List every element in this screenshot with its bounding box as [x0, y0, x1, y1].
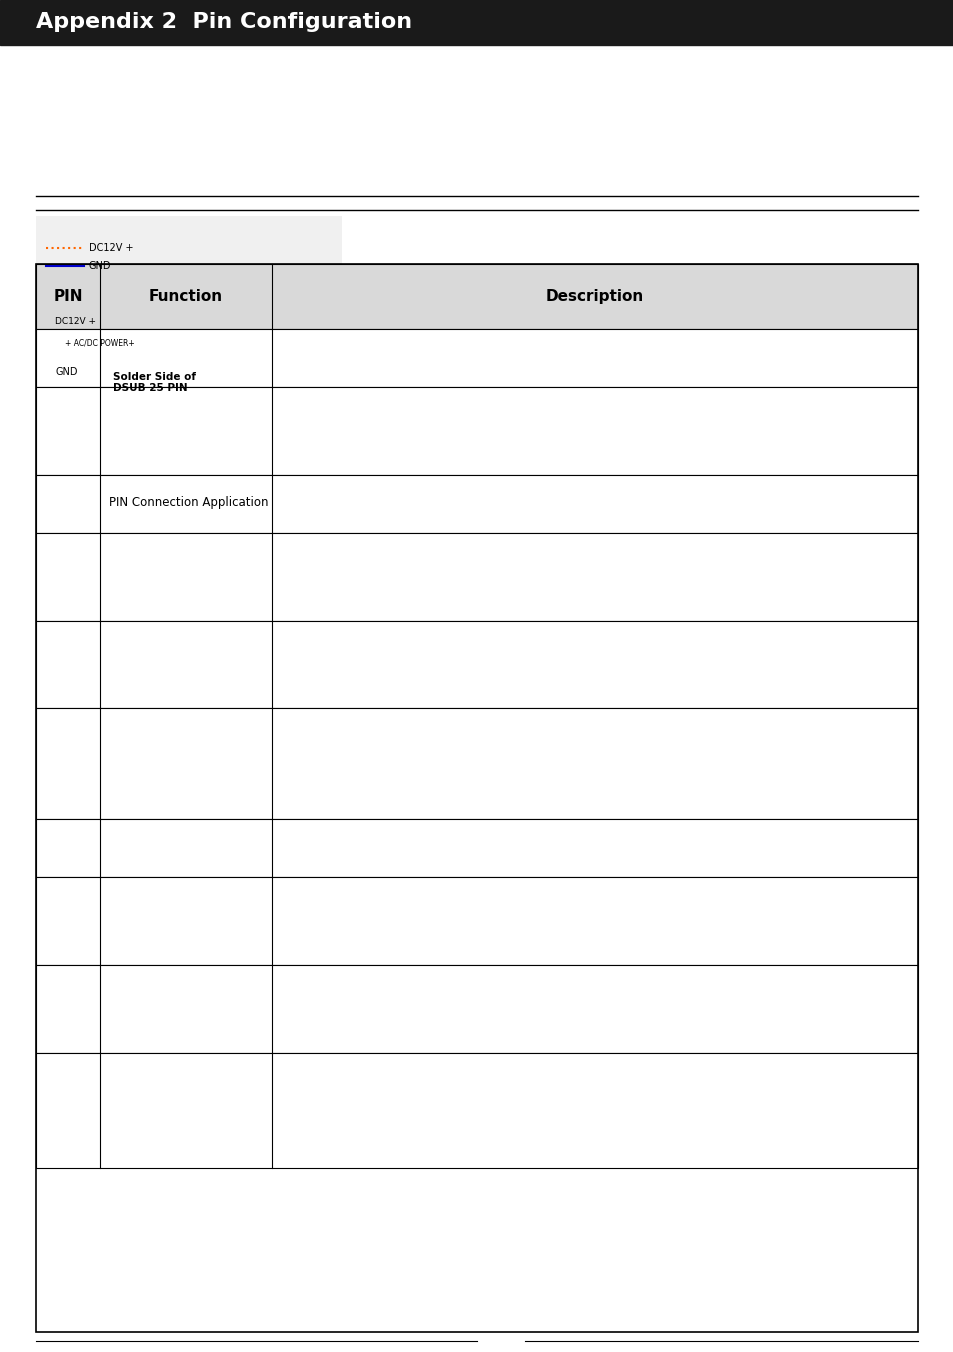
Bar: [36, 621, 917, 708]
Bar: [36, 1053, 917, 1168]
Bar: [36, 475, 917, 533]
Bar: [36, 877, 917, 965]
Bar: [0, 0, 953, 45]
Text: PIN: PIN: [53, 288, 83, 304]
Text: Solder Side of
DSUB 25 PIN: Solder Side of DSUB 25 PIN: [112, 372, 195, 393]
Bar: [36, 708, 917, 819]
Bar: [36, 329, 917, 387]
Text: PIN Connection Application: PIN Connection Application: [109, 496, 269, 510]
Bar: [36, 216, 341, 480]
Text: DC12V +: DC12V +: [55, 318, 96, 326]
Text: Appendix 2  Pin Configuration: Appendix 2 Pin Configuration: [36, 12, 412, 32]
Bar: [36, 264, 917, 1332]
Bar: [36, 264, 917, 329]
Bar: [36, 533, 917, 621]
Text: DC12V +: DC12V +: [89, 243, 133, 253]
Text: Description: Description: [545, 288, 643, 304]
Bar: [36, 965, 917, 1053]
Text: Function: Function: [149, 288, 223, 304]
Text: GND: GND: [55, 366, 78, 377]
Text: + AC/DC POWER+: + AC/DC POWER+: [65, 338, 134, 347]
Bar: [36, 387, 917, 475]
Text: GND: GND: [89, 261, 112, 272]
Bar: [36, 819, 917, 877]
